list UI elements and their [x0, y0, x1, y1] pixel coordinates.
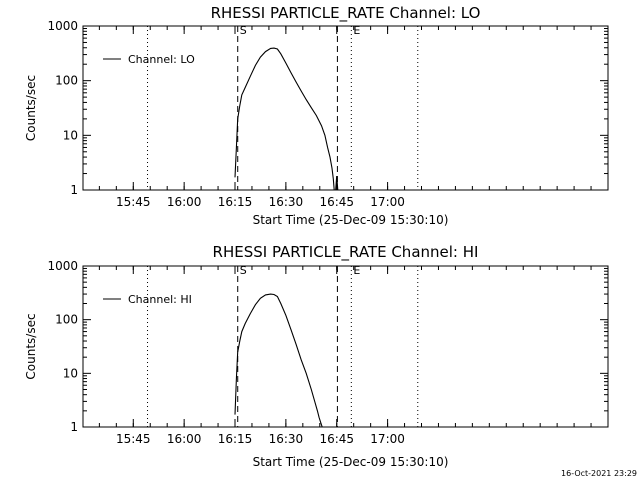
x-tick-label: 16:30	[269, 432, 304, 446]
chart-title: RHESSI PARTICLE_RATE Channel: HI	[213, 243, 479, 262]
y-tick-label: 1000	[47, 19, 78, 33]
y-tick-label: 100	[55, 74, 78, 88]
time-marker-label: E	[353, 264, 360, 277]
y-tick-label: 10	[63, 128, 78, 142]
footer-timestamp: 16-Oct-2021 23:29	[561, 469, 637, 478]
x-tick-label: 15:45	[116, 195, 151, 209]
x-tick-label: 16:45	[319, 432, 354, 446]
y-axis-title: Counts/sec	[24, 75, 38, 141]
x-tick-label: 16:15	[218, 432, 253, 446]
x-tick-label: 17:00	[370, 432, 405, 446]
y-axis-title: Counts/sec	[24, 313, 38, 379]
plot-frame	[82, 25, 609, 191]
legend-label: Channel: HI	[128, 293, 192, 306]
chart-title: RHESSI PARTICLE_RATE Channel: LO	[211, 4, 481, 23]
chart-panel-0: RHESSI PARTICLE_RATE Channel: LO 1 10 100 10…	[24, 4, 609, 227]
y-tick-label: 10	[63, 366, 78, 380]
series-line	[234, 47, 335, 191]
x-tick-label: 15:45	[116, 432, 151, 446]
y-tick-label: 1	[70, 183, 78, 197]
x-tick-label: 16:30	[269, 195, 304, 209]
x-tick-label: 16:45	[319, 195, 354, 209]
x-tick-label: 16:00	[167, 432, 202, 446]
chart-panel-1: RHESSI PARTICLE_RATE Channel: HI 1 10 100 10…	[24, 243, 609, 469]
plot-frame	[82, 265, 609, 428]
x-tick-label: 16:00	[167, 195, 202, 209]
time-marker-label: E	[353, 24, 360, 37]
series-line	[234, 293, 323, 428]
x-axis-title: Start Time (25-Dec-09 15:30:10)	[253, 455, 449, 469]
time-marker-label: S	[240, 264, 247, 277]
y-tick-label: 1	[70, 420, 78, 434]
y-tick-label: 100	[55, 313, 78, 327]
x-tick-label: 16:15	[218, 195, 253, 209]
series-line-segment	[335, 175, 339, 191]
x-axis-title: Start Time (25-Dec-09 15:30:10)	[253, 213, 449, 227]
legend-label: Channel: LO	[128, 53, 195, 66]
time-marker-label: S	[240, 24, 247, 37]
y-tick-label: 1000	[47, 259, 78, 273]
x-tick-label: 17:00	[370, 195, 405, 209]
